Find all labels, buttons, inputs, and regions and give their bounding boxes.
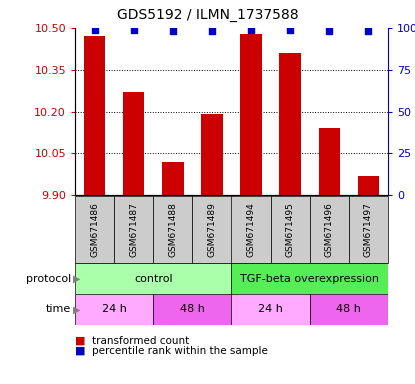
Text: ■: ■ (75, 346, 85, 356)
Text: GSM671486: GSM671486 (90, 202, 99, 257)
Bar (358, 175, 379, 195)
Bar (123, 92, 144, 195)
Point (365, 28, 372, 35)
Point (169, 28, 176, 35)
Text: GSM671487: GSM671487 (129, 202, 138, 257)
Text: GSM671496: GSM671496 (325, 202, 334, 257)
Bar (319, 128, 340, 195)
Text: GSM671495: GSM671495 (286, 202, 295, 257)
Text: ▶: ▶ (73, 305, 81, 314)
Bar (162, 162, 183, 195)
Bar (310, 294, 388, 325)
Text: GSM671489: GSM671489 (208, 202, 217, 257)
Bar (349, 196, 388, 263)
Text: TGF-beta overexpression: TGF-beta overexpression (240, 273, 379, 283)
Text: GSM671497: GSM671497 (364, 202, 373, 257)
Bar (75, 263, 232, 294)
Bar (279, 53, 301, 195)
Text: transformed count: transformed count (92, 336, 189, 346)
Text: time: time (46, 305, 71, 314)
Text: GDS5192 / ILMN_1737588: GDS5192 / ILMN_1737588 (117, 8, 298, 22)
Point (209, 28, 215, 35)
Text: 48 h: 48 h (337, 305, 361, 314)
Point (91, 26, 98, 33)
Text: GSM671488: GSM671488 (168, 202, 177, 257)
Point (287, 26, 293, 33)
Point (326, 28, 333, 35)
Text: 48 h: 48 h (180, 305, 205, 314)
Point (130, 26, 137, 33)
Bar (310, 196, 349, 263)
Point (248, 26, 254, 33)
Bar (232, 294, 310, 325)
Bar (75, 196, 114, 263)
Bar (240, 33, 262, 195)
Bar (232, 196, 271, 263)
Bar (75, 294, 153, 325)
Bar (201, 114, 223, 195)
Bar (271, 196, 310, 263)
Bar (153, 294, 232, 325)
Text: percentile rank within the sample: percentile rank within the sample (92, 346, 268, 356)
Text: control: control (134, 273, 173, 283)
Text: 24 h: 24 h (258, 305, 283, 314)
Text: ▶: ▶ (73, 273, 81, 283)
Text: GSM671494: GSM671494 (247, 202, 256, 257)
Text: protocol: protocol (26, 273, 71, 283)
Bar (153, 196, 193, 263)
Text: ■: ■ (75, 336, 85, 346)
Bar (232, 263, 388, 294)
Bar (84, 36, 105, 195)
Bar (193, 196, 232, 263)
Bar (114, 196, 153, 263)
Text: 24 h: 24 h (102, 305, 127, 314)
